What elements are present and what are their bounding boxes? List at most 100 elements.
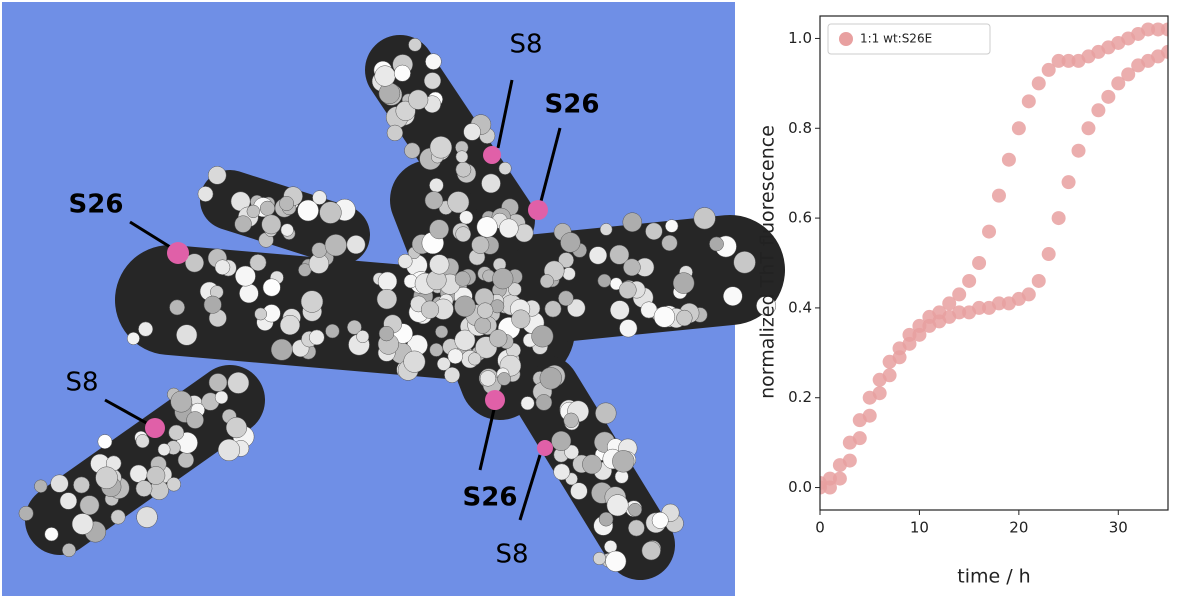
pointer [104,398,151,427]
data-point [962,273,977,288]
atom [499,218,519,239]
atom [563,412,579,428]
x-tick-label: 10 [910,519,929,537]
legend-label: 1:1 wt:S26E [860,32,932,46]
atom [300,290,324,313]
y-tick-label: 0.0 [788,478,812,496]
x-tick-label: 0 [815,519,825,537]
atom [489,329,508,348]
data-point [832,458,847,473]
atom [733,251,756,274]
data-point [952,287,967,302]
data-point [862,390,877,405]
atom [185,253,204,273]
atom [423,72,442,90]
atom [203,295,222,314]
atom [605,550,627,572]
data-point [1101,89,1116,104]
atom [311,242,328,258]
atom [447,348,464,364]
atom [539,367,562,390]
data-point [902,327,917,342]
atom [71,513,94,535]
atom [709,236,724,252]
atom [558,290,574,307]
atom [376,288,398,310]
data-point [1161,44,1168,59]
atom [44,527,59,542]
y-tick-label: 0.4 [788,298,812,316]
residue-label: S26 [463,483,518,513]
atom [62,543,76,558]
data-point [982,224,997,239]
atom [234,215,252,233]
atom [628,502,642,517]
atom [665,219,679,233]
atom [429,343,444,357]
residue-label: S8 [495,540,528,570]
pointer [129,220,176,252]
atom [477,302,494,319]
atom [447,191,470,214]
pointer [478,404,497,471]
residue [537,440,553,456]
atom [214,259,231,275]
atom [168,424,185,441]
atom [595,402,617,424]
atom [564,444,579,460]
atom [474,317,492,334]
legend: 1:1 wt:S26E [827,23,991,55]
atom [520,396,535,411]
data-point [852,413,867,428]
atom [97,434,113,449]
data-point [1121,67,1136,82]
atom [661,234,678,252]
atom [609,244,630,265]
atom [479,370,497,387]
data-point [1051,53,1066,68]
atom [497,372,511,386]
atom [481,173,501,194]
atom [653,306,676,328]
atom [18,505,34,521]
atom [126,332,140,345]
data-point [832,471,847,486]
data-point [972,256,987,270]
atom [374,65,396,87]
data-point [822,471,837,486]
data-point [1091,103,1106,118]
y-tick-label: 0.8 [788,119,812,137]
data-point [892,341,907,356]
atom [651,511,669,529]
atom [723,286,743,306]
x-tick-label: 30 [1109,519,1128,537]
atom [599,223,613,236]
atom [386,124,404,142]
atom [476,216,498,238]
data-point [1081,121,1096,136]
data-point [1061,53,1076,68]
atom [138,321,154,337]
atom [454,329,476,351]
atom [347,319,362,335]
residue [528,200,548,220]
data-point [1041,62,1056,77]
points [820,22,1168,495]
atom [135,434,150,449]
atom [444,367,461,383]
atom [641,541,661,561]
y-axis-label: normalized ThT fluorescence [757,125,779,399]
atom [454,295,476,317]
residue-label: S8 [65,368,98,398]
data-point [991,296,1006,311]
atom [176,324,198,346]
atom [558,252,574,268]
data-point [1051,211,1066,226]
data-point [1021,94,1036,109]
atom [429,136,453,159]
atom [319,201,342,224]
atom [562,267,576,281]
atom [551,431,572,451]
atom [227,372,250,394]
atom [249,254,267,272]
